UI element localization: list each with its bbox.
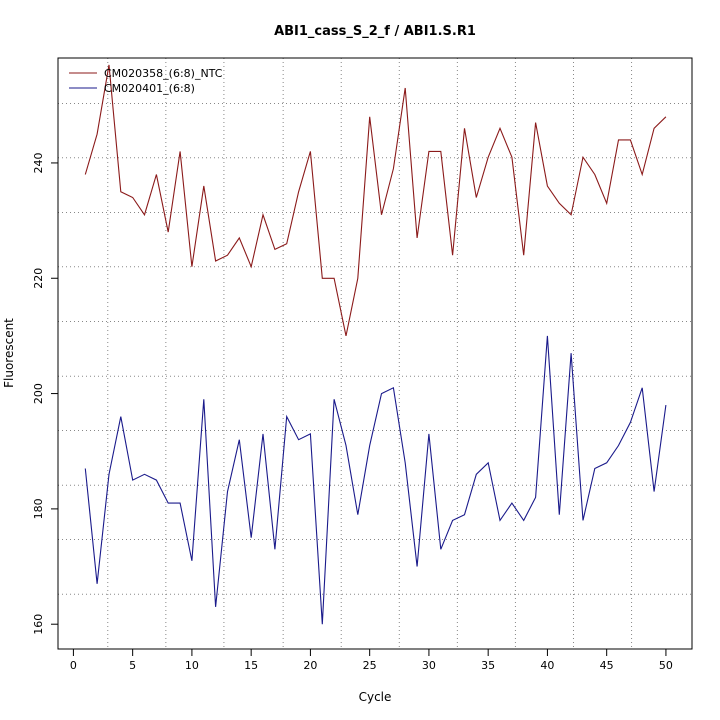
x-axis: 0 5 10 15 20 25 30 35 40 45 50 — [70, 648, 673, 672]
legend: CM020358_(6:8)_NTC CM020401_(6:8) — [69, 67, 223, 95]
legend-label-1: CM020358_(6:8)_NTC — [104, 67, 223, 80]
plot-area-frame — [57, 57, 693, 650]
y-tick-label: 240 — [32, 152, 45, 173]
x-tick-label: 20 — [303, 659, 317, 672]
x-tick-label: 25 — [363, 659, 377, 672]
x-tick-label: 35 — [481, 659, 495, 672]
y-axis-label: Fluorescent — [2, 318, 16, 388]
x-tick-label: 0 — [70, 659, 77, 672]
x-tick-label: 5 — [129, 659, 136, 672]
x-tick-label: 45 — [600, 659, 614, 672]
x-axis-label: Cycle — [359, 690, 392, 704]
x-tick-label: 30 — [422, 659, 436, 672]
y-tick-label: 220 — [32, 268, 45, 289]
series-line-1 — [84, 64, 667, 337]
grid-lines — [58, 58, 692, 649]
x-tick-label: 40 — [540, 659, 554, 672]
y-axis: 160 180 200 220 240 — [32, 152, 59, 635]
data-series — [84, 64, 667, 625]
y-tick-label: 200 — [32, 383, 45, 404]
x-tick-label: 50 — [659, 659, 673, 672]
y-tick-label: 160 — [32, 614, 45, 635]
legend-label-2: CM020401_(6:8) — [104, 82, 195, 95]
x-tick-label: 15 — [244, 659, 258, 672]
y-tick-label: 180 — [32, 498, 45, 519]
x-tick-label: 10 — [185, 659, 199, 672]
series-line-2 — [84, 335, 667, 625]
chart-title: ABI1_cass_S_2_f / ABI1.S.R1 — [274, 24, 476, 39]
